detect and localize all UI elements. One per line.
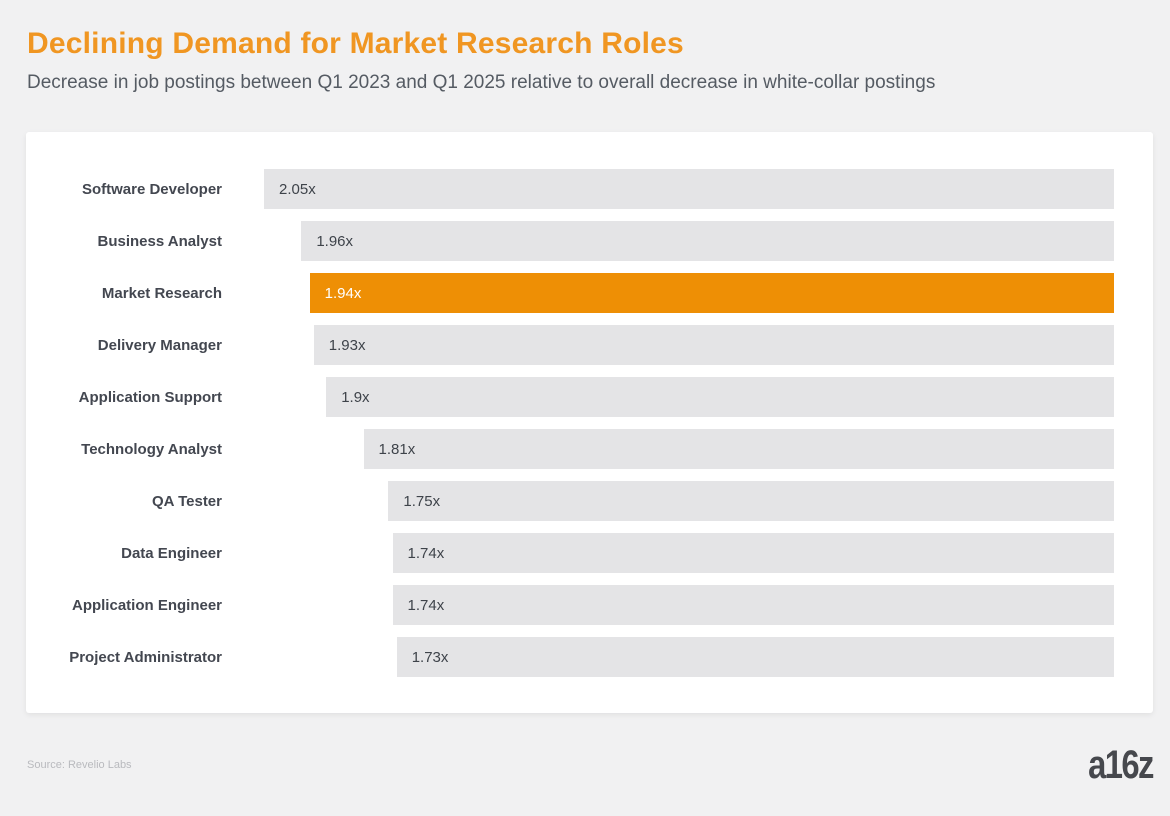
bar: 1.81x (363, 429, 1114, 469)
bar-value-label: 1.81x (378, 440, 416, 458)
chart-row: Project Administrator 1.73x (26, 637, 1114, 677)
category-label: QA Tester (151, 492, 222, 510)
chart-row: Business Analyst 1.96x (26, 221, 1114, 261)
bar-value-label: 1.75x (403, 492, 441, 510)
chart-row: QA Tester 1.75x (26, 481, 1114, 521)
chart-row: Software Developer 2.05x (26, 169, 1114, 209)
bar-value-label: 1.96x (316, 232, 354, 250)
bar-track: 1.96x (264, 221, 1114, 261)
category-label: Delivery Manager (97, 336, 222, 354)
bar: 1.75x (388, 481, 1114, 521)
category-label: Market Research (101, 284, 222, 302)
bar: 1.96x (301, 221, 1114, 261)
bar: 1.74x (392, 533, 1114, 573)
page-subtitle: Decrease in job postings between Q1 2023… (27, 72, 936, 93)
category-label: Technology Analyst (81, 440, 222, 458)
bar-track: 1.74x (264, 585, 1114, 625)
page-header: Declining Demand for Market Research Rol… (0, 0, 1170, 95)
category-label: Business Analyst (97, 232, 223, 250)
bar-value-label: 1.73x (411, 648, 449, 666)
bar-track: 1.93x (264, 325, 1114, 365)
bar-track: 1.81x (264, 429, 1114, 469)
chart-card: Software Developer 2.05x Business Analys… (26, 132, 1153, 713)
category-label: Project Administrator (69, 648, 222, 666)
chart-row: Data Engineer 1.74x (26, 533, 1114, 573)
category-label: Application Engineer (71, 596, 222, 614)
bar-track: 1.9x (264, 377, 1114, 417)
bar: 2.05x (264, 169, 1114, 209)
bar: 1.74x (392, 585, 1114, 625)
chart-row: Delivery Manager 1.93x (26, 325, 1114, 365)
bar-track: 1.73x (264, 637, 1114, 677)
source-note: Source: Revelio Labs (27, 758, 132, 771)
category-label: Data Engineer (121, 544, 222, 562)
bar-value-label: 1.9x (341, 388, 370, 406)
category-label: Application Support (78, 388, 222, 406)
category-label: Software Developer (81, 180, 222, 198)
bar-track: 1.74x (264, 533, 1114, 573)
bar: 1.73x (396, 637, 1114, 677)
bar-chart: Software Developer 2.05x Business Analys… (26, 169, 1114, 677)
bar-value-label: 1.93x (328, 336, 366, 354)
page-title: Declining Demand for Market Research Rol… (27, 27, 684, 60)
bar-value-label: 2.05x (279, 180, 316, 198)
bar: 1.93x (313, 325, 1114, 365)
bar-value-label: 1.94x (324, 284, 362, 302)
a16z-logo: a16z (1088, 742, 1154, 787)
bar: 1.94x (309, 273, 1114, 313)
bar-value-label: 1.74x (407, 544, 445, 562)
bar-value-label: 1.74x (407, 596, 445, 614)
page-footer: Source: Revelio Labs a16z (27, 713, 1155, 816)
bar-track: 2.05x (264, 169, 1114, 209)
bar: 1.9x (326, 377, 1114, 417)
chart-row: Technology Analyst 1.81x (26, 429, 1114, 469)
chart-row: Application Support 1.9x (26, 377, 1114, 417)
bar-track: 1.94x (264, 273, 1114, 313)
chart-row: Market Research 1.94x (26, 273, 1114, 313)
bar-track: 1.75x (264, 481, 1114, 521)
chart-row: Application Engineer 1.74x (26, 585, 1114, 625)
